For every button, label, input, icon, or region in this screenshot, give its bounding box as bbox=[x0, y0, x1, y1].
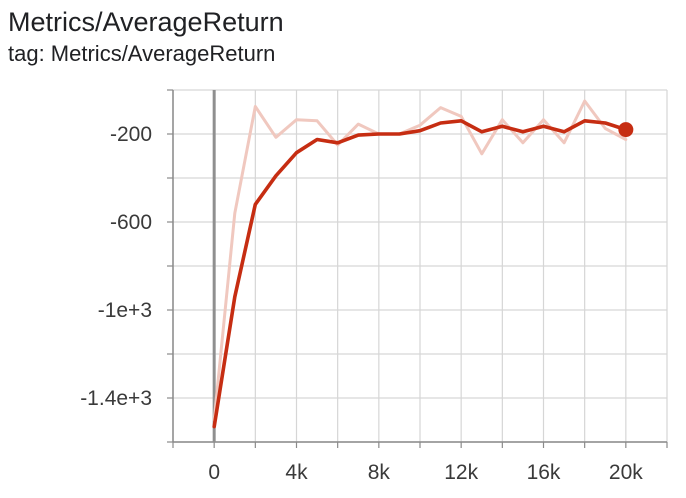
x-tick-label: 8k bbox=[368, 461, 391, 484]
raw-series-line bbox=[212, 99, 628, 422]
last-point-marker bbox=[618, 122, 634, 138]
axes bbox=[167, 89, 668, 448]
y-tick-label: -1e+3 bbox=[98, 299, 152, 322]
chart-tag: tag: Metrics/AverageReturn bbox=[8, 41, 276, 66]
y-tick-label: -1.4e+3 bbox=[80, 387, 152, 410]
y-tick-label: -200 bbox=[110, 123, 152, 146]
chart-title: Metrics/AverageReturn bbox=[8, 7, 284, 37]
x-tick-label: 16k bbox=[527, 461, 561, 484]
grid-lines bbox=[172, 89, 668, 443]
tick-labels: 0 4k 8k 12k 16k 20k -200 -600 -1e+3 -1.4e+3 bbox=[80, 123, 643, 484]
x-tick-label: 4k bbox=[285, 461, 308, 484]
x-tick-label: 12k bbox=[444, 461, 478, 484]
smoothed-series-line bbox=[212, 119, 628, 429]
series-layer bbox=[212, 99, 634, 429]
x-tick-label: 20k bbox=[609, 461, 643, 484]
x-tick-label: 0 bbox=[208, 461, 220, 484]
y-tick-label: -600 bbox=[110, 211, 152, 234]
